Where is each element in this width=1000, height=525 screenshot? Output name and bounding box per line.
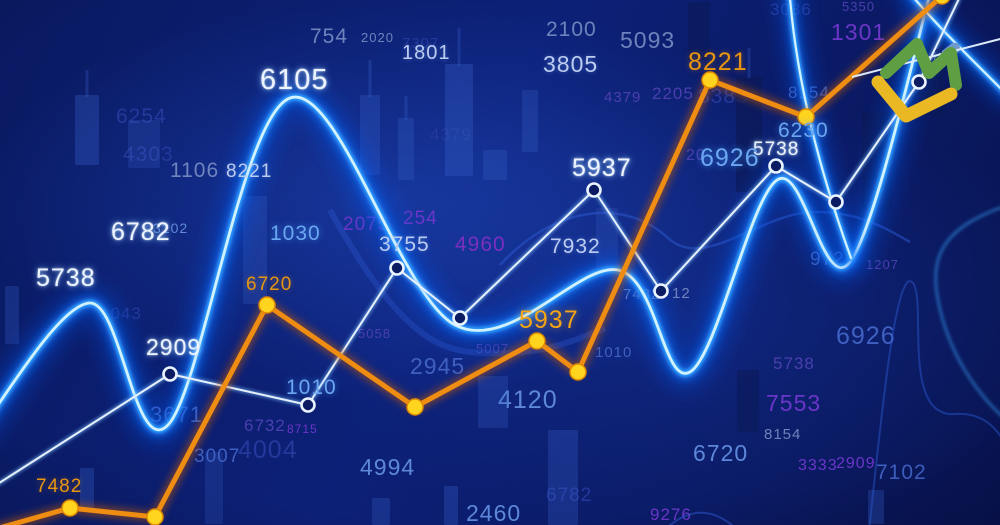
candlestick-silhouettes: [5, 2, 944, 525]
candlestick: [128, 120, 160, 168]
orange-point-marker: [797, 108, 815, 126]
white-point-marker: [768, 158, 784, 174]
litefinance-logo: 26: [851, 38, 1000, 123]
orange-point-marker: [258, 296, 276, 314]
candlestick: [736, 76, 762, 192]
white-point-marker: [828, 194, 844, 210]
candlestick: [478, 376, 508, 428]
candlestick: [444, 486, 458, 525]
orange-point-marker: [528, 332, 546, 350]
thin-neon-wave: [934, 206, 1000, 417]
white-point-marker: [586, 182, 602, 198]
logo-yellow-check-icon: [871, 75, 958, 123]
candlestick: [398, 118, 414, 180]
candlestick: [688, 2, 710, 60]
white-point-marker: [452, 310, 468, 326]
candlestick: [445, 64, 473, 176]
thin-white-line: [851, 38, 1000, 78]
orange-point-marker: [406, 398, 424, 416]
white-point-marker: [911, 74, 927, 90]
white-point-marker: [653, 283, 669, 299]
candlestick: [5, 286, 19, 344]
white-point-marker: [300, 397, 316, 413]
orange-point-marker: [146, 508, 164, 525]
candlestick: [737, 370, 759, 432]
candlestick: [372, 498, 390, 525]
white-marker-line: [0, 0, 961, 486]
logo-green-arrow-icon: [880, 38, 962, 91]
candlestick: [75, 95, 99, 165]
candlestick: [868, 490, 884, 524]
orange-point-marker: [701, 71, 719, 89]
candlestick: [483, 150, 507, 180]
candlestick: [80, 468, 94, 510]
white-point-marker: [162, 366, 178, 382]
candlestick: [205, 452, 223, 524]
orange-point-marker: [569, 363, 587, 381]
candlestick: [522, 90, 538, 152]
orange-marker-line: [0, 0, 950, 525]
orange-point-marker: [934, 0, 950, 5]
orange-point-marker: [61, 499, 79, 517]
candlestick: [548, 430, 578, 525]
white-point-marker: [389, 260, 405, 276]
